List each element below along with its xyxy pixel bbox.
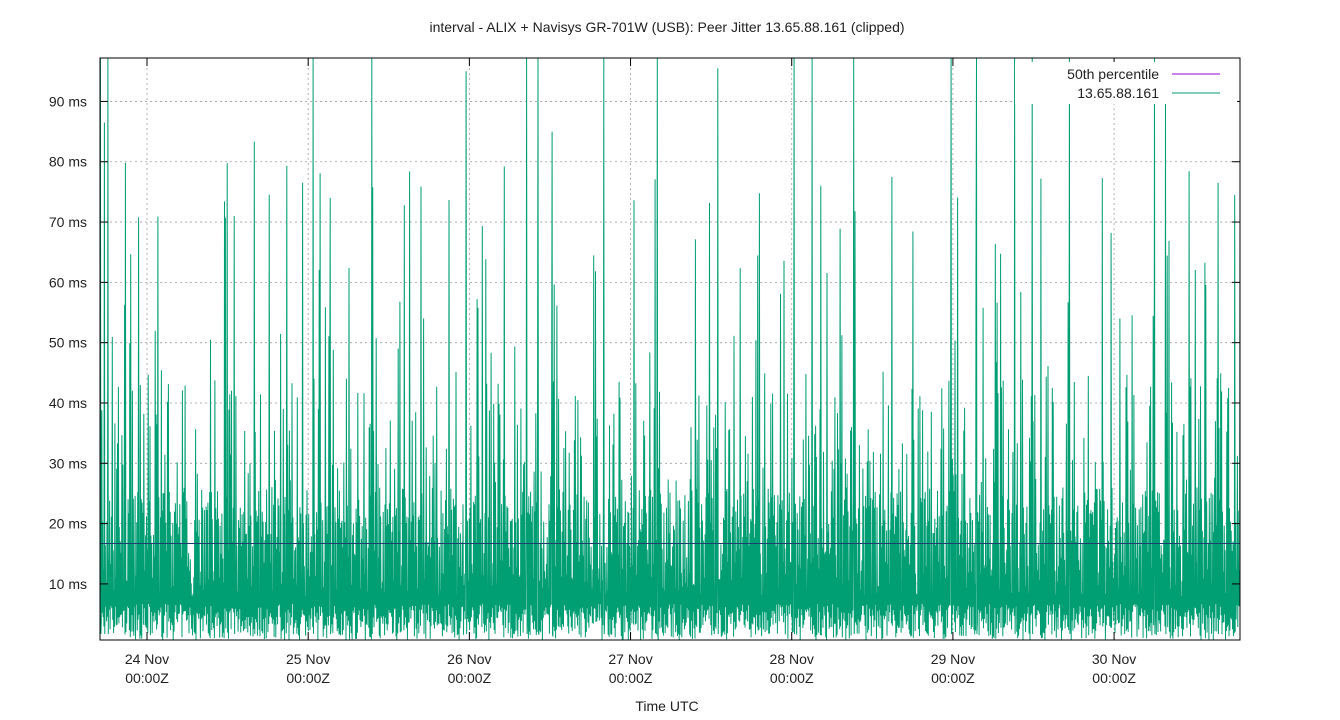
x-tick-label-day: 25 Nov (286, 651, 330, 667)
chart-title: interval - ALIX + Navisys GR-701W (USB):… (429, 19, 904, 35)
y-tick-label: 40 ms (49, 395, 87, 411)
legend-background (1015, 62, 1237, 104)
x-tick-label-day: 30 Nov (1092, 651, 1136, 667)
x-tick-label-day: 29 Nov (931, 651, 975, 667)
y-axis: 10 ms 20 ms 30 ms 40 ms 50 ms 60 ms 70 ms 80 ms… (49, 93, 1240, 592)
legend-label: 50th percentile (1067, 66, 1159, 82)
x-tick-label-time: 00:00Z (286, 670, 330, 686)
x-tick-label-time: 00:00Z (125, 670, 169, 686)
x-tick-label-day: 27 Nov (608, 651, 652, 667)
legend: 50th percentile 13.65.88.161 (1015, 62, 1237, 104)
y-tick-label: 30 ms (49, 455, 87, 471)
x-tick-label-time: 00:00Z (609, 670, 653, 686)
x-tick-label-day: 26 Nov (447, 651, 491, 667)
plot-area (100, 58, 1240, 640)
x-axis: 24 Nov 00:00Z 25 Nov 00:00Z 26 Nov 00:00Z 27 N… (125, 58, 1136, 686)
y-tick-label: 80 ms (49, 154, 87, 170)
y-tick-label: 50 ms (49, 335, 87, 351)
x-tick-label-time: 00:00Z (1092, 670, 1136, 686)
y-tick-label: 20 ms (49, 516, 87, 532)
y-tick-label: 90 ms (49, 93, 87, 109)
x-tick-label-time: 00:00Z (770, 670, 814, 686)
y-tick-label: 10 ms (49, 576, 87, 592)
y-tick-label: 70 ms (49, 214, 87, 230)
legend-label: 13.65.88.161 (1077, 85, 1159, 101)
x-tick-label-time: 00:00Z (448, 670, 492, 686)
y-tick-label: 60 ms (49, 274, 87, 290)
plot-frame (99, 57, 1241, 641)
x-tick-label-time: 00:00Z (931, 670, 975, 686)
series-line-jitter (100, 58, 1240, 640)
x-tick-label-day: 28 Nov (770, 651, 814, 667)
x-axis-label: Time UTC (635, 698, 698, 714)
x-tick-label-day: 24 Nov (125, 651, 169, 667)
